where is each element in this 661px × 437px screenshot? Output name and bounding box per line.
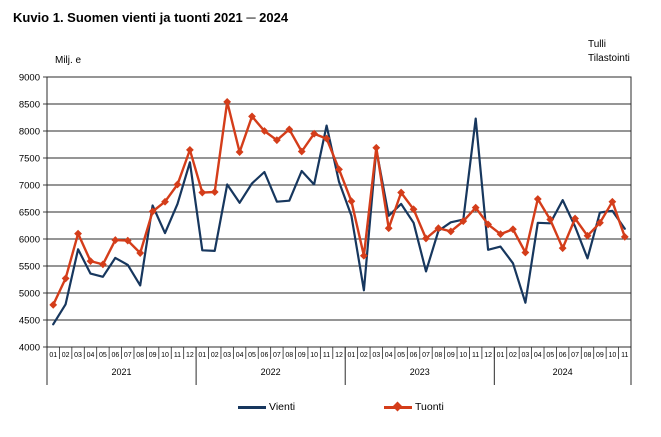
source-line-2: Tilastointi [588,53,630,64]
svg-text:07: 07 [422,352,430,359]
svg-text:02: 02 [509,352,517,359]
svg-text:8500: 8500 [19,100,40,111]
svg-text:2022: 2022 [261,367,281,377]
svg-text:08: 08 [285,352,293,359]
svg-text:02: 02 [360,352,368,359]
svg-text:09: 09 [596,352,604,359]
svg-text:10: 10 [161,352,169,359]
vienti-line-swatch [238,399,266,415]
svg-text:11: 11 [472,352,479,359]
legend-item-vienti: Vienti [238,399,295,415]
chart-legend: Vienti Tuonti [0,399,661,419]
svg-text:6000: 6000 [19,235,40,246]
svg-text:8000: 8000 [19,127,40,138]
legend-label-tuonti: Tuonti [415,401,444,413]
svg-text:01: 01 [497,352,505,359]
svg-text:06: 06 [111,352,119,359]
chart-title: Kuvio 1. Suomen vienti ja tuonti 2021 ─ … [13,10,289,25]
svg-text:10: 10 [310,352,318,359]
svg-text:08: 08 [435,352,443,359]
diamond-marker-icon [392,401,403,412]
svg-text:01: 01 [348,352,356,359]
svg-text:04: 04 [236,352,244,359]
svg-text:2024: 2024 [553,367,573,377]
svg-text:5000: 5000 [19,289,40,300]
svg-text:04: 04 [534,352,542,359]
svg-text:12: 12 [484,352,492,359]
svg-text:01: 01 [198,352,206,359]
source-attribution: Tulli Tilastointi [588,38,630,66]
svg-text:08: 08 [136,352,144,359]
svg-text:05: 05 [248,352,256,359]
svg-text:10: 10 [459,352,467,359]
svg-text:03: 03 [223,352,231,359]
legend-label-vienti: Vienti [269,401,296,413]
svg-text:09: 09 [149,352,157,359]
svg-text:07: 07 [124,352,132,359]
svg-text:11: 11 [323,352,330,359]
svg-text:06: 06 [410,352,418,359]
svg-text:03: 03 [521,352,529,359]
svg-text:09: 09 [447,352,455,359]
svg-text:03: 03 [74,352,82,359]
svg-text:04: 04 [385,352,393,359]
svg-text:05: 05 [397,352,405,359]
tuonti-line-swatch [384,399,412,415]
svg-text:06: 06 [261,352,269,359]
svg-text:05: 05 [99,352,107,359]
svg-text:10: 10 [608,352,616,359]
svg-text:08: 08 [584,352,592,359]
svg-text:7500: 7500 [19,154,40,165]
legend-item-tuonti: Tuonti [384,399,444,415]
y-axis-unit-label: Milj. e [55,55,82,66]
svg-text:4500: 4500 [19,316,40,327]
svg-text:03: 03 [372,352,380,359]
svg-text:02: 02 [62,352,70,359]
svg-text:7000: 7000 [19,181,40,192]
svg-text:2023: 2023 [410,367,430,377]
svg-text:6500: 6500 [19,208,40,219]
svg-text:05: 05 [546,352,554,359]
svg-text:4000: 4000 [19,343,40,354]
svg-text:11: 11 [621,352,628,359]
source-line-1: Tulli [588,39,606,50]
svg-text:06: 06 [559,352,567,359]
svg-text:9000: 9000 [19,73,40,84]
svg-text:02: 02 [211,352,219,359]
svg-text:07: 07 [273,352,281,359]
svg-text:07: 07 [571,352,579,359]
svg-text:12: 12 [335,352,343,359]
svg-text:01: 01 [49,352,57,359]
svg-text:12: 12 [186,352,194,359]
svg-text:11: 11 [174,352,181,359]
svg-text:04: 04 [87,352,95,359]
svg-text:5500: 5500 [19,262,40,273]
svg-text:09: 09 [298,352,306,359]
svg-text:2021: 2021 [112,367,132,377]
